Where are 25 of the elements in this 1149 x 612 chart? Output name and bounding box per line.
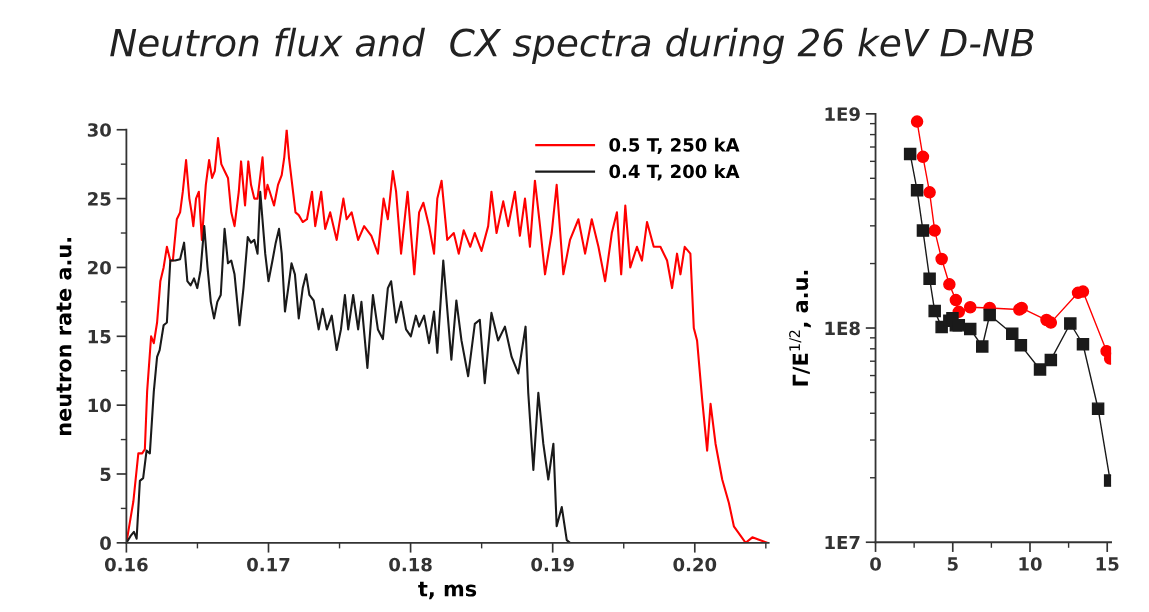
y-tick-label: 30	[87, 123, 111, 137]
x-tick-label: 5	[947, 557, 958, 571]
x-axis-title: t, ms	[418, 581, 477, 600]
x-tick-label: 0.18	[389, 557, 432, 572]
x-tick-label: 0	[870, 557, 881, 571]
y-tick-label: 25	[88, 192, 111, 206]
x-tick-label: 0.17	[247, 557, 290, 572]
y-tick-label: 1E7	[825, 535, 860, 550]
y-tick-label: 5	[100, 467, 111, 482]
legend-label: 0.5 T, 250 kA	[609, 137, 740, 155]
y-tick-label: 20	[88, 260, 111, 275]
y-tick-label: 15	[88, 329, 111, 344]
y-tick-label: 10	[88, 398, 111, 413]
y-axis-title: Γ/E$^{1/2}$, a.u.	[789, 270, 811, 386]
x-tick-label: 0.20	[673, 557, 717, 572]
x-tick-label: 0.19	[531, 557, 574, 572]
y-tick-label: 1E9	[825, 107, 860, 121]
chart-title: Neutron flux and CX spectra during 26 keV D-NB	[110, 27, 1034, 65]
x-tick-label: 10	[1019, 557, 1042, 571]
y-axis-title: neutron rate a.u.	[56, 238, 72, 435]
y-tick-label: 1E8	[825, 321, 860, 336]
x-tick-label: 15	[1096, 557, 1119, 571]
y-tick-label: 0	[100, 536, 111, 550]
legend-label: 0.4 T, 200 kA	[609, 164, 740, 181]
x-tick-label: 0.16	[104, 557, 148, 572]
